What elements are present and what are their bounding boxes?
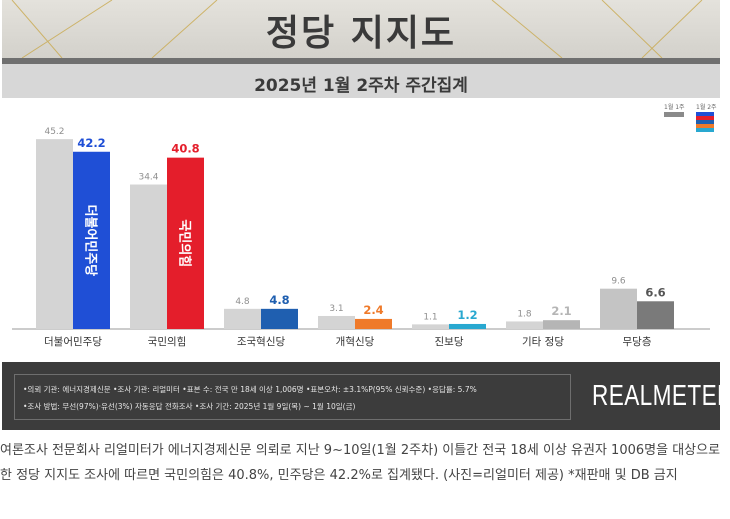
value-label-prev-1: 34.4 (138, 173, 158, 183)
value-label-prev-6: 9.6 (611, 277, 626, 287)
value-label-curr-0: 42.2 (77, 136, 105, 150)
bar-prev-1 (130, 184, 167, 329)
category-label-1: 국민의힘 (148, 336, 187, 348)
bar-curr-1 (167, 157, 204, 329)
survey-note-1: •의뢰 기관: 에너지경제신문 •조사 기관: 리얼미터 •표본 수: 전국 만… (23, 385, 477, 394)
bar-curr-2 (261, 308, 298, 329)
bar-curr-5 (543, 320, 580, 329)
value-label-prev-0: 45.2 (44, 127, 64, 137)
value-label-curr-2: 4.8 (269, 293, 289, 307)
value-label-prev-3: 3.1 (329, 304, 343, 314)
bar-prev-5 (506, 321, 543, 329)
bar-party-text-1: 국민의힘 (177, 219, 193, 267)
chart-legend: 1월 1주 1월 2주 (662, 102, 720, 142)
legend-label-prev: 1월 1주 (664, 104, 685, 111)
value-label-prev-5: 1.8 (517, 309, 532, 319)
title-separator (2, 58, 720, 64)
category-label-6: 무당층 (623, 336, 652, 348)
chart-title: 정당 지지도 (265, 13, 457, 54)
bar-curr-3 (355, 318, 392, 329)
value-label-curr-3: 2.4 (363, 303, 383, 317)
bar-curr-4 (449, 323, 486, 329)
legend-label-curr: 1월 2주 (696, 104, 717, 111)
bar-prev-0 (36, 139, 73, 329)
value-label-curr-6: 6.6 (645, 285, 665, 299)
value-label-curr-5: 2.1 (551, 304, 571, 318)
legend-swatch-curr (696, 112, 714, 132)
legend-swatch-prev (664, 112, 684, 117)
survey-notes: •의뢰 기관: 에너지경제신문 •조사 기관: 리얼미터 •표본 수: 전국 만… (14, 374, 571, 420)
bar-prev-6 (600, 288, 637, 329)
category-label-0: 더불어민주당 (44, 336, 102, 348)
subtitle-bar: 2025년 1월 2주차 주간집계 (2, 64, 720, 98)
bar-party-text-0: 더불어민주당 (83, 204, 99, 276)
chart-subtitle: 2025년 1월 2주차 주간집계 (254, 76, 468, 96)
value-label-prev-4: 1.1 (423, 312, 437, 322)
bar-curr-6 (637, 301, 674, 329)
category-label-4: 진보당 (435, 336, 464, 348)
bar-prev-3 (318, 315, 355, 329)
category-label-5: 기타 정당 (522, 336, 564, 348)
banner-decoration (11, 0, 703, 58)
category-label-2: 조국혁신당 (237, 336, 286, 348)
value-label-curr-4: 1.2 (457, 308, 477, 322)
bar-prev-4 (412, 324, 449, 329)
bar-prev-2 (224, 308, 261, 329)
survey-note-2: •조사 방법: 무선(97%)·유선(3%) 자동응답 전화조사 •조사 기간:… (23, 402, 356, 411)
value-label-curr-1: 40.8 (171, 142, 199, 156)
realmeter-logo: REALMETER (592, 380, 720, 412)
title-banner: 정당 지지도 (2, 0, 720, 58)
article-caption: 여론조사 전문회사 리얼미터가 에너지경제신문 의뢰로 지난 9~10일(1월 … (0, 443, 721, 483)
survey-footer: •의뢰 기관: 에너지경제신문 •조사 기관: 리얼미터 •표본 수: 전국 만… (2, 362, 720, 430)
category-label-3: 개혁신당 (336, 336, 375, 348)
chart-card: 정당 지지도 2025년 1월 2주차 주간집계 1월 1주 1월 2주 45.… (2, 0, 720, 430)
bar-curr-0 (73, 151, 110, 329)
value-label-prev-2: 4.8 (235, 297, 250, 307)
